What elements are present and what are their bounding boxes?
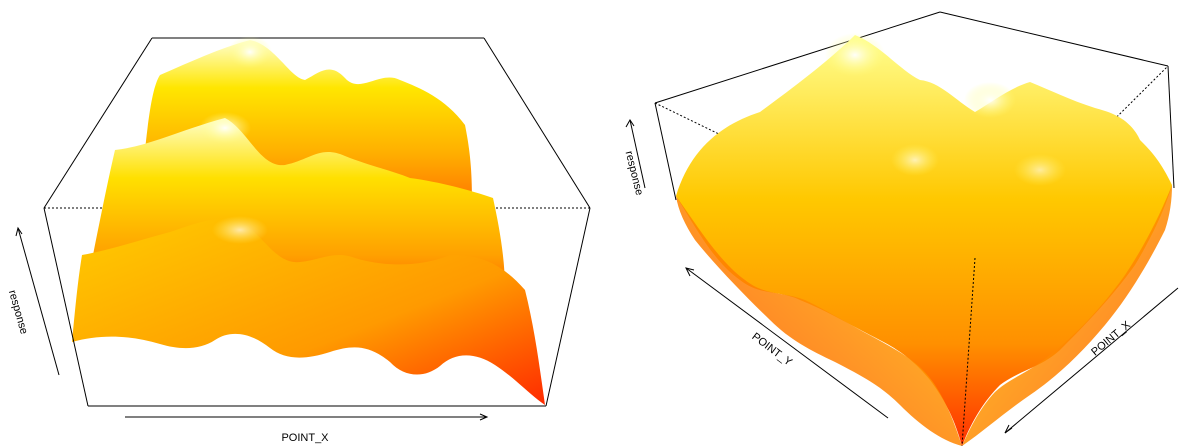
right-surface-right-face <box>962 185 1172 446</box>
left-peak-highlight-3 <box>212 216 268 244</box>
left-box-front <box>43 207 591 407</box>
right-axis-arrows <box>625 119 1179 434</box>
right-surface <box>676 35 1172 446</box>
left-surface-plot: POINT_X response <box>6 36 591 444</box>
left-x-axis-label: POINT_X <box>281 432 329 444</box>
left-surface-front-ridge <box>72 218 545 405</box>
right-surface-plot: POINT_Y POINT_X response <box>623 11 1179 447</box>
right-surface-left-face <box>676 196 962 446</box>
right-peak-highlight-3 <box>891 144 939 176</box>
left-peak-highlight-2 <box>199 112 251 144</box>
right-peak-highlight-1 <box>825 33 885 77</box>
left-z-axis-label: response <box>6 289 30 336</box>
right-peak-highlight-2 <box>964 82 1016 118</box>
right-box-front <box>654 65 1175 447</box>
right-peak-highlight-4 <box>1014 154 1066 186</box>
right-y-axis-label: POINT_Y <box>749 331 794 369</box>
left-peak-highlight-1 <box>228 36 272 68</box>
left-axis-arrows <box>15 226 489 421</box>
